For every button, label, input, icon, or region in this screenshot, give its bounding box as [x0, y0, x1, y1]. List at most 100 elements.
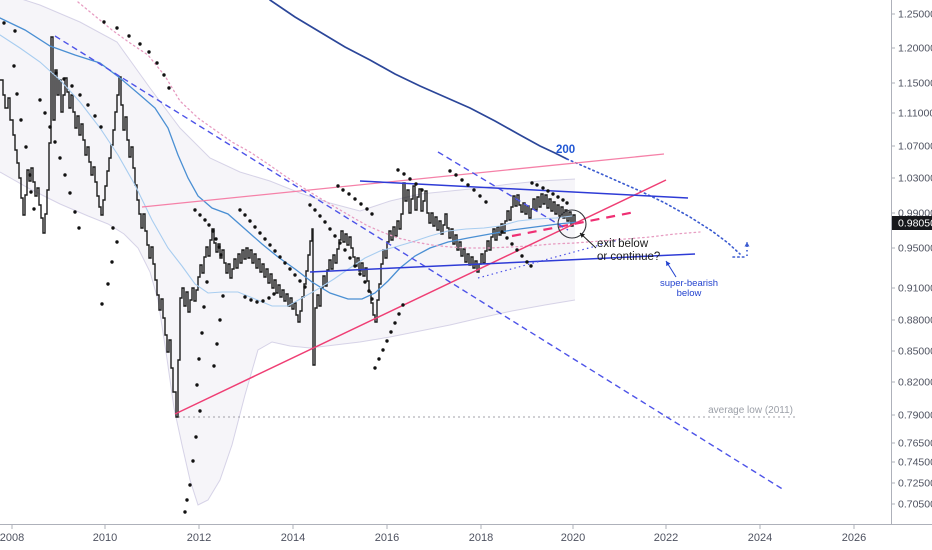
sar-dot: [63, 173, 67, 177]
sar-dot: [303, 285, 307, 289]
super-bearish-arrow-head: [666, 261, 671, 267]
sar-dot: [510, 242, 514, 246]
sar-dot: [308, 203, 312, 207]
sar-dot: [561, 198, 565, 202]
super-bearish-note-line-1: below: [677, 288, 702, 299]
sar-dot: [58, 156, 62, 160]
projection-hook-arrow[interactable]: [744, 242, 750, 256]
sar-dot: [202, 305, 206, 309]
sar-dot: [77, 226, 81, 230]
downtrend-dashed-blue-long[interactable]: [54, 35, 785, 491]
sar-dot: [484, 200, 488, 204]
sar-dot: [318, 214, 322, 218]
price-scale[interactable]: 1.25000 1.20000 1.15000 1.11000 1.07000 1.030…: [891, 9, 932, 511]
sar-dot: [28, 173, 32, 177]
sar-dot: [288, 267, 292, 271]
time-tick-label: 2026: [842, 532, 866, 544]
sar-dot: [127, 34, 131, 38]
exit-note-line-0: exit below: [597, 238, 649, 250]
sar-dot: [420, 188, 424, 192]
sar-dot: [530, 181, 534, 185]
sar-dot: [162, 73, 166, 77]
ma-200-label[interactable]: 200: [556, 144, 575, 156]
plot-area[interactable]: 200 exit below or continue?super-bearish be…: [0, 0, 795, 514]
projection-dashed-pink[interactable]: [511, 210, 636, 238]
sar-dot: [203, 218, 207, 222]
sar-dot: [193, 208, 197, 212]
sar-dot: [278, 255, 282, 259]
sar-dot: [191, 459, 195, 463]
super-bearish-arrow[interactable]: [665, 260, 677, 278]
sar-dot: [396, 168, 400, 172]
ma-200: [269, 0, 568, 160]
sar-dot: [472, 188, 476, 192]
time-scale[interactable]: 2008 2010 2012 2014 2016 2018 2020 2022 2024 2026: [0, 525, 866, 544]
sar-dot: [358, 272, 362, 276]
exit-note-arrow[interactable]: [579, 232, 597, 249]
sar-dot: [546, 189, 550, 193]
sar-dot: [370, 212, 374, 216]
volatility-band-upper: [22, 0, 576, 212]
sar-dot: [147, 50, 151, 54]
super-bearish-note[interactable]: super-bearish below: [660, 278, 718, 299]
ma-100-dotted: [77, 1, 701, 249]
trendline-support-pink[interactable]: [174, 179, 667, 415]
price-tick-label: 1.11000: [898, 108, 932, 120]
highlight-circle[interactable]: [557, 209, 587, 239]
sar-dot: [48, 125, 52, 129]
sar-dot: [115, 26, 119, 30]
sar-dot: [110, 260, 114, 264]
sar-dot: [293, 273, 297, 277]
ma-200-label-line-0: 200: [556, 144, 575, 156]
sar-dot: [363, 280, 367, 284]
sar-dot: [520, 254, 524, 258]
exit-note-arrow-head: [580, 233, 585, 238]
sar-dot: [2, 21, 6, 25]
support-dotted-blue[interactable]: [477, 238, 623, 279]
sar-dot: [377, 357, 381, 361]
sar-dot: [29, 190, 33, 194]
sar-dot: [255, 300, 259, 304]
sar-dot: [343, 248, 347, 252]
sar-dot: [106, 282, 110, 286]
sar-dot: [198, 409, 202, 413]
time-tick-label: 2012: [187, 532, 211, 544]
downtrend-dashed-blue-short[interactable]: [437, 151, 569, 231]
wedge-lower-blue[interactable]: [309, 253, 696, 273]
sar-dot: [541, 186, 545, 190]
sar-dot: [198, 213, 202, 217]
sar-dot: [267, 296, 271, 300]
sar-dot: [167, 86, 171, 90]
sar-dot: [221, 294, 225, 298]
sar-dot: [70, 84, 74, 88]
sar-dot: [348, 256, 352, 260]
sar-dot: [197, 357, 201, 361]
sar-dot: [15, 92, 19, 96]
sar-dot: [219, 253, 223, 257]
sar-dot: [54, 71, 58, 75]
sar-dot: [62, 77, 66, 81]
sar-dot: [78, 93, 82, 97]
average-low-label[interactable]: average low (2011): [708, 405, 793, 416]
exit-note[interactable]: exit below or continue?: [597, 238, 660, 263]
sar-dot: [283, 261, 287, 265]
sar-dot: [328, 227, 332, 231]
trendline-resistance-pink[interactable]: [141, 153, 665, 208]
sar-dot: [243, 213, 247, 217]
sar-dot: [212, 364, 216, 368]
price-tick-label: 1.20000: [898, 43, 932, 55]
sar-dot: [525, 260, 529, 264]
current-price-badge[interactable]: 0.98050: [892, 216, 932, 230]
sar-dot: [273, 249, 277, 253]
